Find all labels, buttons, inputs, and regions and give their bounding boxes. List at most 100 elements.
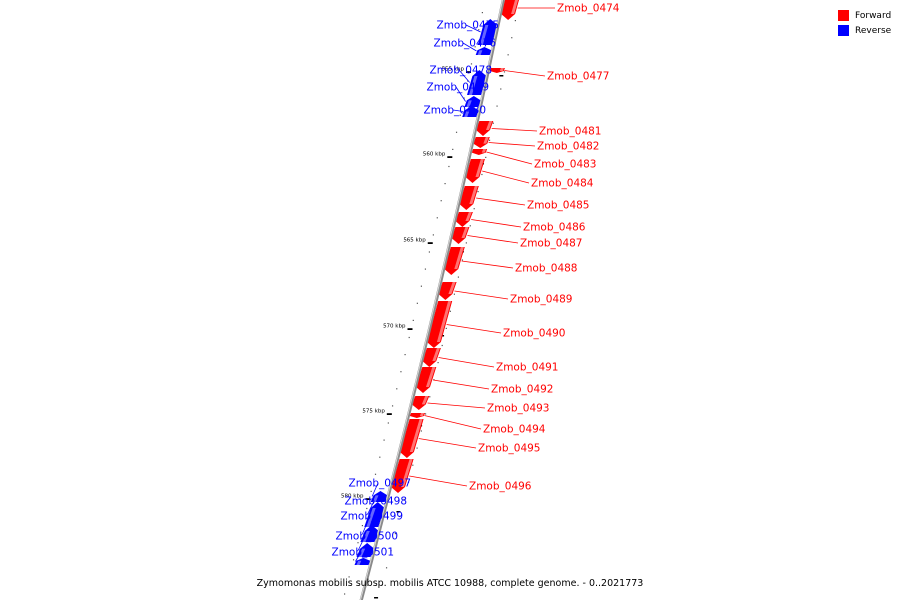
gene-arrow[interactable]	[464, 96, 481, 107]
leader-line	[427, 402, 486, 409]
gene-highlight	[358, 548, 366, 557]
leader-line	[362, 515, 371, 534]
minor-tick	[477, 191, 479, 193]
gene-arrow[interactable]	[354, 558, 371, 565]
gene-arrow[interactable]	[416, 367, 437, 393]
gene-arrow[interactable]	[444, 247, 465, 275]
gene-label[interactable]: Zmob_0484	[531, 178, 594, 190]
gene-label[interactable]: Zmob_0501	[332, 547, 394, 559]
gene-label[interactable]: Zmob_0479	[427, 82, 489, 94]
minor-tick	[416, 447, 418, 449]
gene-arrow[interactable]	[489, 68, 505, 73]
gene-label[interactable]: Zmob_0475	[437, 20, 499, 32]
gene-label[interactable]: Zmob_0483	[534, 159, 596, 171]
gene-highlight	[466, 100, 472, 107]
leader-line	[458, 69, 471, 83]
gene-arrow[interactable]	[370, 491, 388, 502]
minor-tick	[404, 354, 406, 356]
gene-highlight	[479, 25, 489, 45]
gene-label[interactable]: Zmob_0474	[557, 3, 620, 15]
gene-arrow[interactable]	[467, 70, 487, 95]
gene-arrow[interactable]	[455, 212, 473, 227]
gene-label[interactable]: Zmob_0493	[487, 403, 549, 415]
leader-line	[467, 235, 519, 244]
minor-tick	[391, 405, 394, 407]
tick-label: 570 kbp	[383, 324, 406, 330]
gene-highlight	[356, 560, 362, 565]
gene-label[interactable]: Zmob_0491	[496, 362, 558, 374]
minor-tick	[449, 310, 451, 312]
genome-caption: Zymomonas mobilis subsp. mobilis ATCC 10…	[256, 578, 644, 589]
gene-label[interactable]: Zmob_0492	[491, 384, 553, 396]
gene-label[interactable]: Zmob_0487	[520, 238, 582, 250]
gene-arrow[interactable]	[356, 543, 375, 557]
gene-label[interactable]: Zmob_0478	[430, 65, 492, 77]
gene-arrow[interactable]	[473, 137, 490, 148]
minor-tick	[440, 200, 442, 202]
gene-label[interactable]: Zmob_0499	[341, 511, 403, 523]
backbone-layer	[359, 0, 505, 600]
gene-arrow[interactable]	[411, 396, 430, 410]
leader-line	[465, 24, 481, 33]
gene-arrow[interactable]	[475, 47, 492, 55]
minor-tick	[433, 379, 435, 381]
gene-arrow[interactable]	[477, 19, 498, 45]
minor-tick	[453, 293, 456, 295]
gene-arrow[interactable]	[426, 301, 453, 348]
gene-label[interactable]: Zmob_0498	[345, 496, 407, 508]
minor-tick	[407, 481, 410, 483]
minor-tick	[403, 498, 405, 500]
tick-label: 565 kbp	[403, 238, 426, 244]
gene-highlight	[461, 227, 469, 238]
minor-tick	[463, 97, 465, 99]
gene-highlight	[481, 149, 487, 153]
gene-label[interactable]: Zmob_0488	[515, 263, 577, 275]
gene-arrow[interactable]	[364, 502, 385, 527]
minor-tick	[452, 148, 454, 150]
gene-label[interactable]: Zmob_0476	[434, 38, 497, 50]
major-tick	[447, 156, 453, 158]
gene-label[interactable]: Zmob_0481	[539, 126, 601, 138]
gene-label[interactable]: Zmob_0480	[424, 105, 486, 117]
gene-label[interactable]: Zmob_0496	[469, 481, 532, 493]
gene-arrow[interactable]	[391, 459, 414, 493]
gene-arrow[interactable]	[438, 282, 457, 300]
minor-tick	[467, 80, 469, 82]
gene-arrow[interactable]	[399, 419, 424, 458]
gene-highlight	[419, 413, 425, 416]
gene-label[interactable]: Zmob_0486	[523, 222, 586, 234]
gene-label[interactable]: Zmob_0495	[478, 443, 540, 455]
gene-label[interactable]: Zmob_0497	[349, 478, 411, 490]
gene-label[interactable]: Zmob_0494	[483, 424, 546, 436]
minor-tick	[444, 183, 446, 185]
gene-arrow[interactable]	[501, 0, 520, 20]
gene-arrow[interactable]	[360, 525, 379, 542]
minor-tick	[412, 319, 414, 321]
ticks-layer: 555 kbp 560 kbp 565 kbp 570 kbp 575 kbp 580 k…	[341, 12, 516, 599]
leader-line	[504, 70, 546, 77]
major-tick	[365, 498, 371, 500]
gene-highlight	[432, 348, 440, 361]
minor-tick	[424, 268, 427, 270]
gene-highlight	[372, 495, 379, 502]
gene-label[interactable]: Zmob_0477	[547, 71, 609, 83]
gene-arrow[interactable]	[451, 227, 470, 244]
minor-tick	[399, 515, 401, 518]
gene-arrow[interactable]	[459, 186, 479, 210]
minor-tick	[370, 490, 372, 492]
gene-arrow[interactable]	[471, 149, 488, 155]
minor-tick	[437, 362, 439, 364]
gene-arrow[interactable]	[462, 106, 479, 117]
gene-arrow[interactable]	[409, 413, 426, 418]
gene-arrow[interactable]	[422, 348, 441, 367]
gene-label[interactable]: Zmob_0500	[336, 531, 398, 543]
gene-arrow[interactable]	[465, 159, 485, 183]
gene-label[interactable]: Zmob_0489	[510, 294, 572, 306]
gene-arrow[interactable]	[476, 121, 494, 136]
minor-tick	[481, 173, 483, 176]
gene-label[interactable]: Zmob_0485	[527, 200, 589, 212]
gene-label[interactable]: Zmob_0490	[503, 328, 565, 340]
gene-label[interactable]: Zmob_0482	[537, 141, 599, 153]
leader-line	[454, 290, 509, 300]
